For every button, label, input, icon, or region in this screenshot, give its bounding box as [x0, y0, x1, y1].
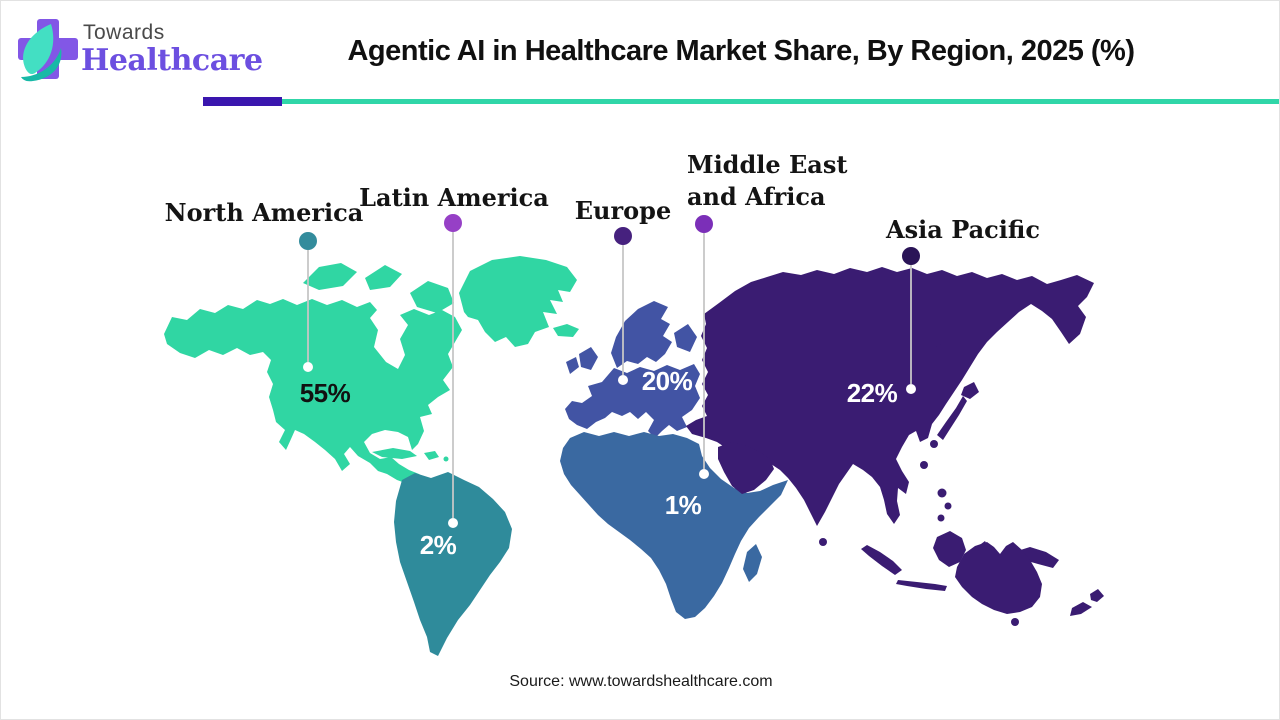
region-label-europe: Europe — [574, 196, 672, 225]
leader-end-dots — [303, 362, 916, 528]
marker-latin-america — [444, 214, 462, 232]
honshu — [937, 396, 967, 440]
finland — [674, 324, 697, 352]
marker-europe — [614, 227, 632, 245]
cuba — [372, 448, 417, 459]
region-label-latin-america: Latin America — [359, 183, 549, 212]
region-shape-north-america — [164, 256, 579, 494]
region-label-north-america: North America — [164, 198, 364, 227]
java — [896, 580, 947, 591]
region-label-middle-east-africa: Middle East and Africa — [687, 150, 848, 211]
greenland — [459, 256, 577, 347]
borneo — [933, 531, 966, 567]
marker-north-america — [299, 232, 317, 250]
arctic-island — [365, 265, 402, 290]
scandinavia — [611, 301, 672, 368]
logo-towards-text: Towards — [83, 21, 165, 44]
page-title: Agentic AI in Healthcare Market Share, B… — [347, 35, 1135, 67]
philippine-island — [937, 514, 945, 522]
divider-accent-bar — [203, 97, 282, 106]
leaf-light-blade — [23, 24, 54, 75]
sri-lanka — [819, 538, 827, 546]
brand-logo: Towards Healthcare — [17, 13, 267, 93]
leader-lines — [307, 232, 912, 518]
value-label-europe: 20% — [641, 366, 693, 396]
marker-asia-pacific — [902, 247, 920, 265]
africa — [560, 432, 788, 619]
logo-healthcare-text: Healthcare — [81, 43, 263, 78]
value-label-latin-america: 2% — [419, 530, 457, 560]
australia — [955, 542, 1042, 614]
madagascar — [743, 544, 762, 582]
iceland — [553, 324, 579, 337]
region-shape-asia-pacific — [686, 267, 1104, 626]
divider-line — [282, 99, 1279, 104]
south-america — [394, 472, 512, 656]
sakhalin — [934, 344, 945, 372]
new-zealand-north — [1090, 589, 1104, 602]
region-shape-europe — [565, 301, 700, 438]
leader-dot-asia-pacific — [906, 384, 916, 394]
source-text: Source: www.towardshealthcare.com — [509, 673, 773, 690]
leader-dot-europe — [618, 375, 628, 385]
new-guinea — [1014, 547, 1059, 568]
region-label-asia-pacific: Asia Pacific — [886, 215, 1040, 244]
taiwan — [920, 461, 928, 469]
eurasia-mainland — [686, 267, 1094, 526]
kyushu — [930, 440, 938, 448]
north-america-mainland — [164, 299, 462, 494]
sumatra — [861, 545, 902, 575]
new-zealand-south — [1070, 602, 1092, 616]
philippine-island — [944, 502, 952, 510]
leader-dot-middle-east-africa — [699, 469, 709, 479]
value-label-north-america: 55% — [299, 378, 351, 408]
marker-middle-east-africa — [695, 215, 713, 233]
caribbean-island — [443, 456, 449, 462]
leaf-dark-swoosh — [21, 48, 62, 82]
region-shape-latin-america — [394, 472, 512, 656]
great-britain — [579, 347, 598, 370]
logo-leaf-icon — [21, 24, 62, 82]
leader-dot-north-america — [303, 362, 313, 372]
hokkaido — [961, 382, 979, 399]
arctic-island — [303, 263, 357, 290]
value-label-asia-pacific: 22% — [846, 378, 898, 408]
value-label-middle-east-africa: 1% — [664, 490, 702, 520]
ireland — [566, 357, 579, 374]
hispaniola — [424, 451, 439, 460]
novaya-zemlya — [738, 285, 763, 307]
tasmania — [1011, 618, 1019, 626]
arabian-peninsula — [718, 442, 774, 494]
philippine-island — [937, 488, 947, 498]
leader-dot-latin-america — [448, 518, 458, 528]
region-shape-africa — [560, 432, 788, 619]
baffin-island — [410, 281, 454, 313]
europe-mainland — [565, 364, 700, 438]
region-markers — [299, 214, 920, 265]
